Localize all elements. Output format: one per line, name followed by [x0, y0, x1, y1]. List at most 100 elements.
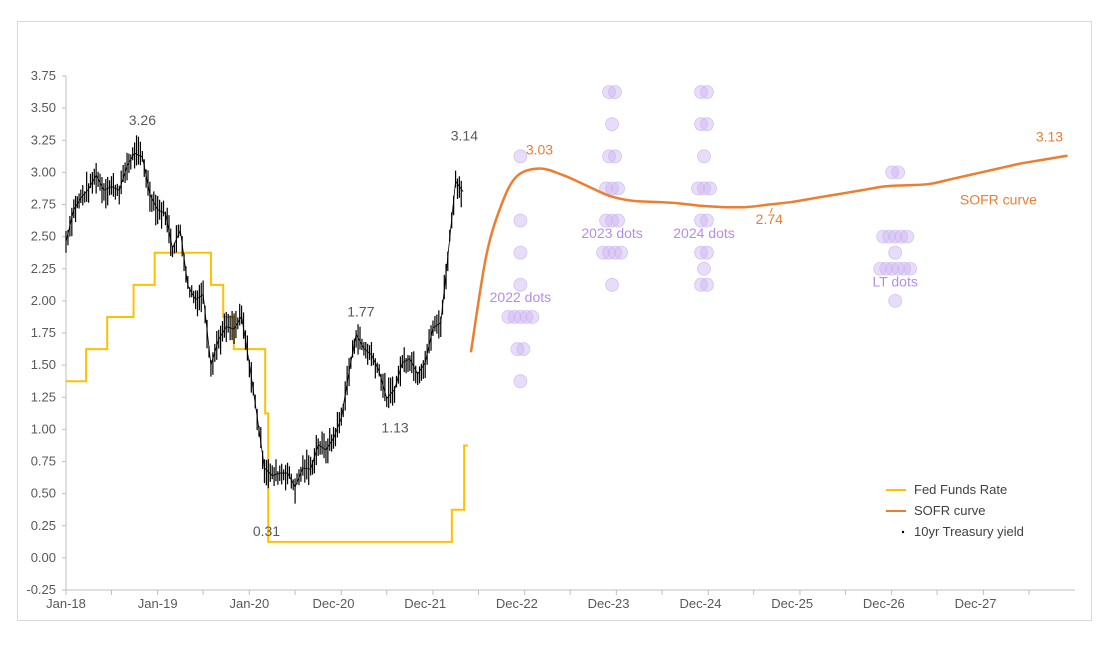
- x-tick-label: Dec-26: [863, 596, 905, 611]
- dot-marker: [611, 213, 625, 228]
- dot-marker: [891, 165, 906, 180]
- dot-marker: [697, 181, 711, 196]
- dot-marker: [879, 261, 894, 276]
- series-layer: [65, 135, 1068, 543]
- dot-marker: [703, 181, 717, 196]
- dot-marker: [602, 245, 616, 260]
- dot-marker: [507, 310, 522, 324]
- annotation-label: 2022 dots: [490, 289, 552, 305]
- dot-marker: [700, 85, 714, 99]
- dot-marker: [694, 85, 708, 99]
- legend-item: 10yr Treasury yield: [901, 524, 1024, 539]
- chart-frame: [17, 21, 1092, 621]
- y-tick-label: 3.25: [31, 132, 56, 147]
- annotation-label: 2024 dots: [673, 225, 735, 241]
- annotation-label: 3.26: [129, 112, 156, 128]
- y-tick-label: 3.50: [31, 100, 56, 115]
- dot-marker: [694, 117, 708, 132]
- x-tick-label: Dec-22: [496, 596, 538, 611]
- y-tick-label: 1.75: [31, 325, 56, 340]
- dot-marker: [513, 310, 528, 324]
- x-tick-label: Jan-18: [46, 596, 86, 611]
- dot-marker: [897, 261, 912, 276]
- sofr-curve-line: [469, 154, 1068, 353]
- axis-layer: 3.75 3.50 3.25 3.00 2.75 2.50 2.25 2.00 1.75 1.50…: [26, 68, 1075, 611]
- annotation-label: 1.77: [347, 303, 374, 319]
- dot-marker: [599, 213, 613, 228]
- treasury-yield-series: [65, 135, 464, 504]
- dot-marker: [694, 213, 708, 228]
- dot-marker: [888, 245, 903, 260]
- annotation-layer: 3.26 0.31 1.77 1.13 3.14 3.03 2.74 3.13 SOFR cur…: [129, 112, 1064, 539]
- legend-swatch: [901, 530, 905, 534]
- y-tick-label: 2.50: [31, 229, 56, 244]
- annotation-label: 0.31: [253, 523, 280, 539]
- y-tick-label: 0.50: [31, 486, 56, 501]
- annotation-label: 2023 dots: [581, 225, 643, 241]
- y-tick-label: 0.75: [31, 454, 56, 469]
- annotation-label: 3.14: [451, 127, 478, 143]
- dot-layer: [501, 85, 918, 389]
- dot-marker: [700, 117, 714, 132]
- y-tick-label: 1.50: [31, 357, 56, 372]
- dot-marker: [605, 181, 619, 196]
- dot-marker: [513, 245, 528, 260]
- dot-marker: [700, 213, 714, 228]
- dot-marker: [885, 261, 900, 276]
- dot-marker: [697, 261, 711, 276]
- dot-marker: [900, 229, 915, 244]
- dot-marker: [525, 310, 540, 324]
- legend-label: Fed Funds Rate: [914, 482, 1007, 497]
- dot-marker: [519, 310, 534, 324]
- annotation-label: 3.13: [1036, 129, 1063, 145]
- dot-marker: [608, 149, 622, 164]
- dot-marker: [697, 149, 711, 164]
- dot-marker: [605, 213, 619, 228]
- dot-marker: [888, 293, 903, 308]
- y-tick-label: -0.25: [26, 582, 56, 597]
- annotation-label: SOFR curve: [960, 191, 1037, 207]
- annotation-label: LT dots: [872, 274, 917, 290]
- x-tick-label: Dec-24: [680, 596, 722, 611]
- y-tick-label: 2.00: [31, 293, 56, 308]
- annotation-label: 1.13: [381, 420, 408, 436]
- dot-marker: [885, 165, 900, 180]
- x-tick-label: Jan-19: [138, 596, 178, 611]
- legend-item: Fed Funds Rate: [886, 482, 1007, 497]
- y-tick-label: 1.00: [31, 421, 56, 436]
- dot-marker: [903, 261, 918, 276]
- dot-marker: [614, 245, 628, 260]
- x-tick-label: Dec-27: [955, 596, 997, 611]
- x-tick-label: Dec-25: [771, 596, 813, 611]
- x-tick-label: Dec-23: [588, 596, 630, 611]
- dot-marker: [888, 229, 903, 244]
- fed-funds-line: [66, 251, 468, 543]
- legend-item: SOFR curve: [886, 503, 986, 518]
- dot-marker: [882, 229, 897, 244]
- dot-marker: [611, 181, 625, 196]
- treasury-yield-line: [65, 152, 464, 489]
- dot-marker: [894, 229, 909, 244]
- dot-marker: [513, 213, 528, 228]
- y-tick-label: 0.00: [31, 550, 56, 565]
- dot-marker: [700, 277, 714, 292]
- dot-marker: [510, 342, 525, 356]
- y-tick-label: 3.00: [31, 164, 56, 179]
- y-tick-label: 2.75: [31, 197, 56, 212]
- x-tick-label: Dec-21: [404, 596, 446, 611]
- dot-marker: [516, 342, 531, 356]
- x-tick-label: Dec-20: [313, 596, 355, 611]
- annotation-pointer: [769, 207, 773, 213]
- annotation-label: 2.74: [756, 211, 783, 227]
- y-tick-label: 3.75: [31, 68, 56, 83]
- dot-marker: [605, 277, 619, 292]
- dot-marker: [513, 277, 528, 292]
- dot-marker: [694, 277, 708, 292]
- dot-marker: [605, 117, 619, 132]
- annotation-label: 3.03: [526, 142, 553, 158]
- dot-marker: [873, 261, 888, 276]
- dot-marker: [602, 149, 616, 164]
- y-tick-label: 0.25: [31, 518, 56, 533]
- dot-marker: [513, 374, 528, 389]
